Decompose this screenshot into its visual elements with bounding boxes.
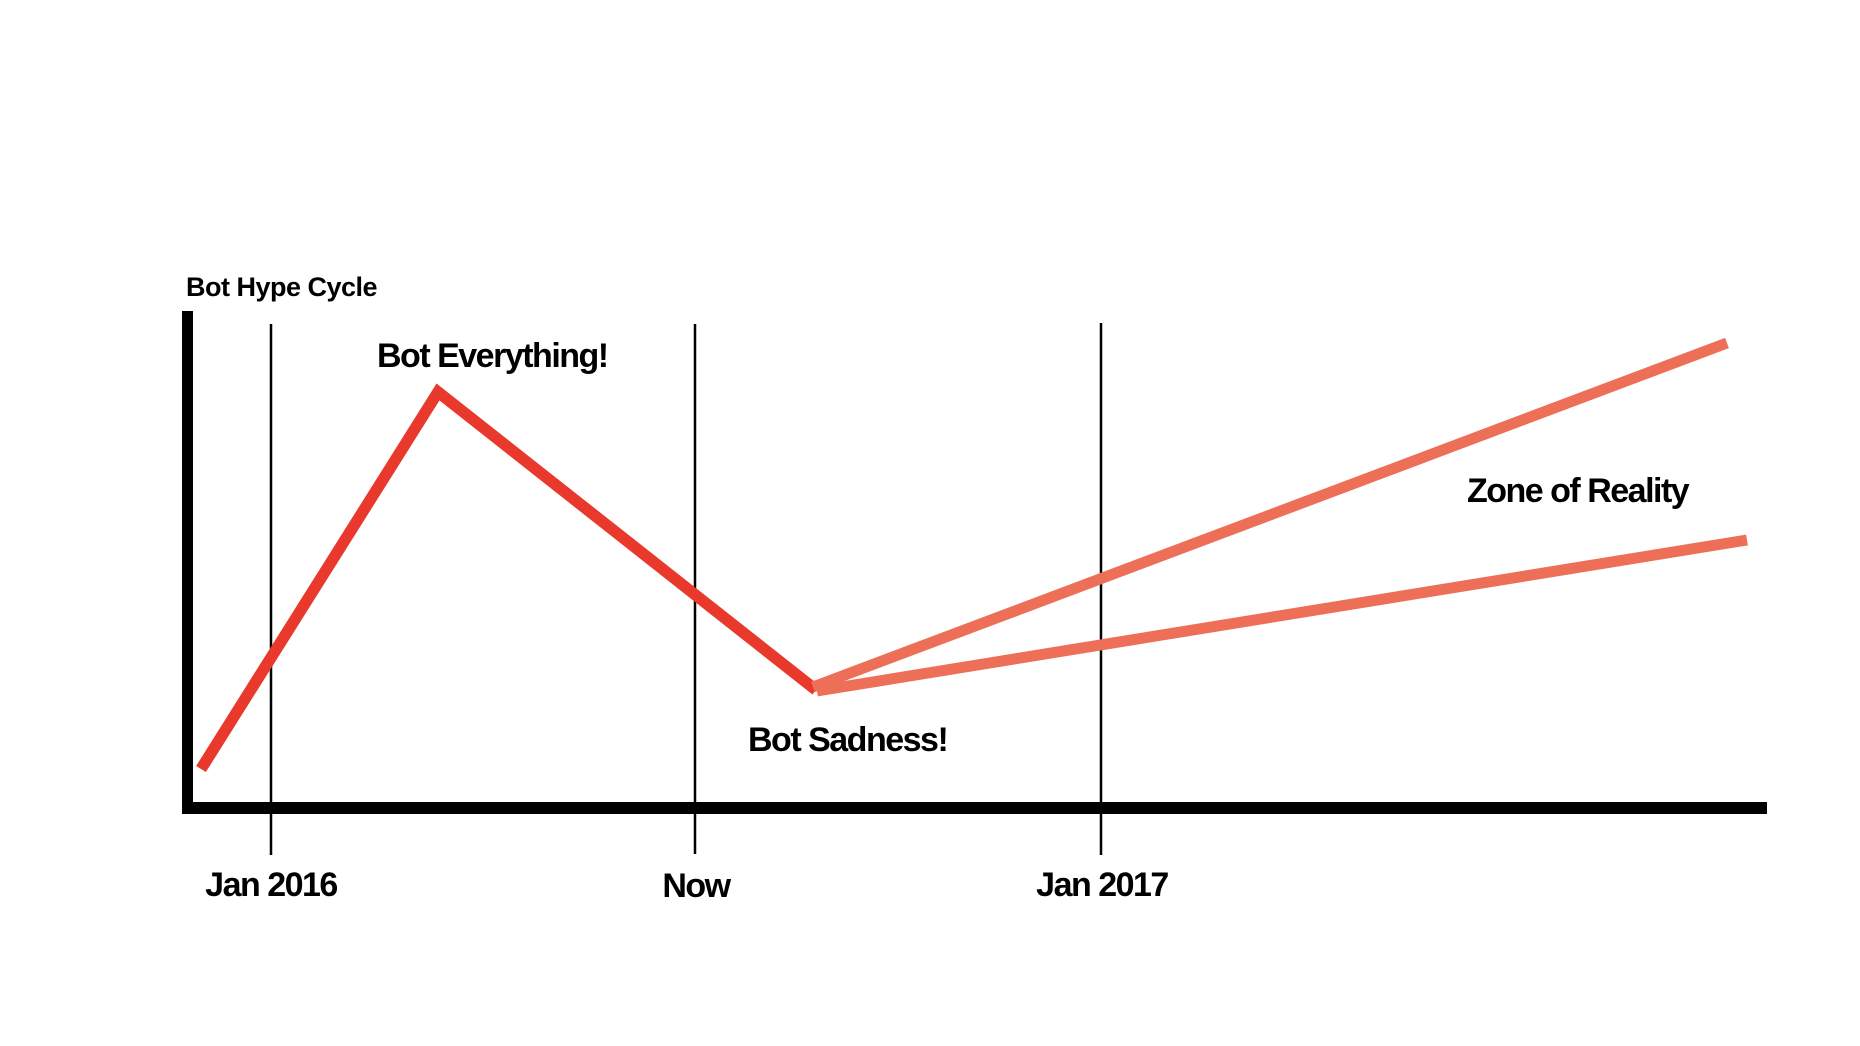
- bot-hype-line: [196, 383, 820, 773]
- chart-title: Bot Hype Cycle: [186, 272, 378, 302]
- reality-lower-line: [816, 534, 1748, 697]
- annotation-bot-sadness: Bot Sadness!: [748, 721, 949, 759]
- annotation-zone-of-reality: Zone of Reality: [1467, 472, 1690, 510]
- x-tick-now: Now: [662, 867, 731, 905]
- annotation-bot-everything: Bot Everything!: [377, 337, 609, 375]
- reality-upper-line: [811, 337, 1729, 693]
- x-axis: [182, 802, 1767, 814]
- x-tick-jan-2017: Jan 2017: [1036, 866, 1169, 904]
- y-axis: [182, 311, 193, 814]
- x-tick-jan-2016: Jan 2016: [205, 866, 338, 904]
